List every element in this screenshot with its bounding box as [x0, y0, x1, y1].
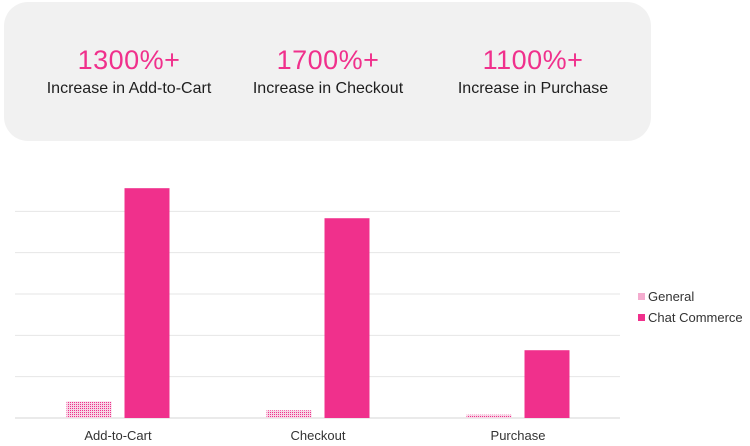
stats-panel: 1300%+ Increase in Add-to-Cart 1700%+ In… [4, 2, 651, 141]
stat-label: Increase in Purchase [457, 80, 609, 97]
bars [66, 188, 570, 418]
legend-label-chat-commerce: Chat Commerce [648, 310, 743, 325]
stat-label: Increase in Add-to-Cart [46, 80, 212, 97]
legend-item-general: General [638, 286, 743, 307]
bar-chat-commerce [124, 188, 170, 418]
legend-swatch-chat-commerce [638, 314, 645, 321]
stat-add-to-cart: 1300%+ Increase in Add-to-Cart [24, 44, 234, 99]
legend-item-chat-commerce: Chat Commerce [638, 307, 743, 328]
stat-value: 1100%+ [482, 45, 584, 75]
bar-chat-commerce [524, 350, 570, 418]
stat-value: 1300%+ [77, 45, 181, 75]
x-axis-labels: Add-to-Cart Checkout Purchase [84, 428, 545, 443]
legend-label-general: General [648, 289, 695, 304]
bar-general [66, 401, 112, 418]
bar-chat-commerce [324, 218, 370, 418]
bar-general [266, 410, 312, 418]
legend: General Chat Commerce [638, 286, 743, 328]
x-tick-label: Add-to-Cart [84, 428, 152, 443]
stat-value: 1700%+ [276, 45, 380, 75]
legend-swatch-general [638, 293, 645, 300]
gridlines [15, 210, 620, 419]
x-tick-label: Checkout [291, 428, 346, 443]
stat-label: Increase in Checkout [252, 80, 404, 97]
stat-purchase: 1100%+ Increase in Purchase [428, 44, 638, 99]
x-tick-label: Purchase [491, 428, 546, 443]
stat-checkout: 1700%+ Increase in Checkout [223, 44, 433, 99]
bar-general [466, 414, 512, 418]
